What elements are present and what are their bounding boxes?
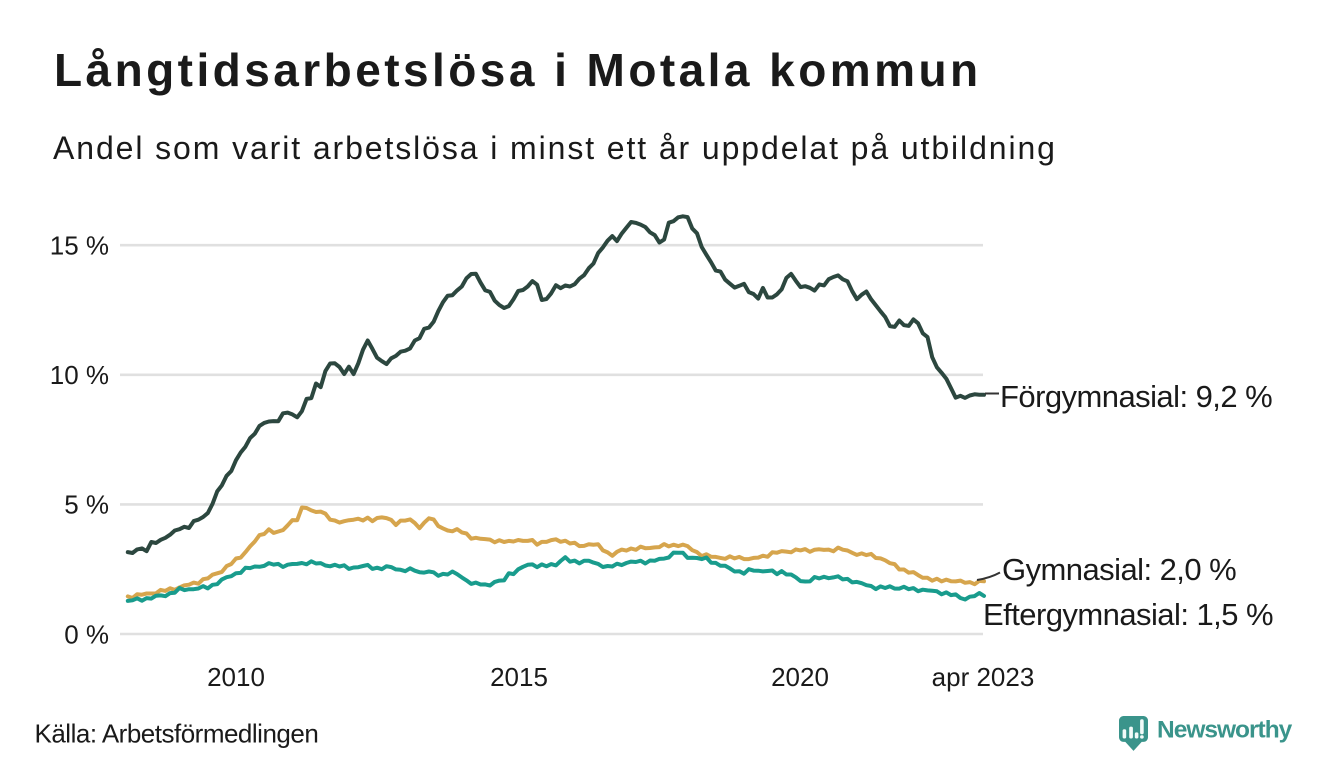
- svg-text:0 %: 0 %: [64, 619, 109, 649]
- svg-text:Källa: Arbetsförmedlingen: Källa: Arbetsförmedlingen: [35, 719, 319, 749]
- svg-text:Newsworthy: Newsworthy: [1157, 716, 1293, 743]
- svg-text:Eftergymnasial: 1,5 %: Eftergymnasial: 1,5 %: [983, 597, 1273, 632]
- svg-text:2020: 2020: [771, 662, 829, 692]
- svg-text:Gymnasial: 2,0 %: Gymnasial: 2,0 %: [1002, 552, 1236, 587]
- svg-text:apr 2023: apr 2023: [932, 662, 1035, 692]
- svg-text:Förgymnasial: 9,2 %: Förgymnasial: 9,2 %: [1000, 379, 1272, 414]
- svg-text:5 %: 5 %: [64, 490, 109, 520]
- svg-text:15 %: 15 %: [50, 231, 109, 261]
- svg-text:Långtidsarbetslösa i Motala ko: Långtidsarbetslösa i Motala kommun: [54, 44, 982, 96]
- svg-text:10 %: 10 %: [50, 360, 109, 390]
- svg-text:2015: 2015: [490, 662, 548, 692]
- svg-text:2010: 2010: [207, 662, 265, 692]
- svg-text:Andel som varit arbetslösa i m: Andel som varit arbetslösa i minst ett å…: [53, 130, 1057, 166]
